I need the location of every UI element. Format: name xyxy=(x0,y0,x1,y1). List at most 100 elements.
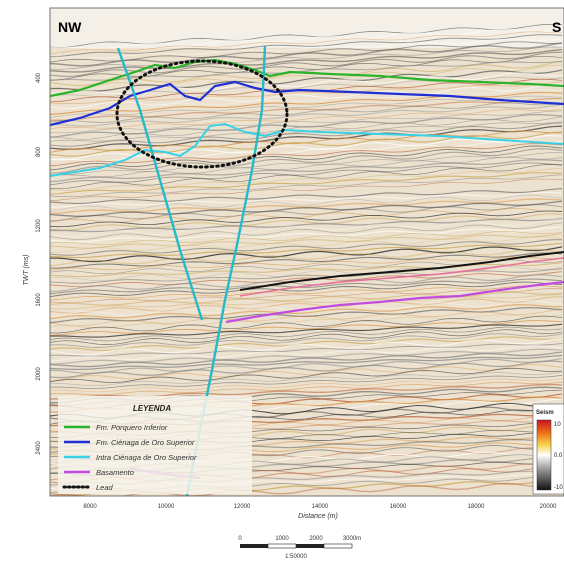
y-tick: 1200 xyxy=(36,219,42,233)
x-tick: 8000 xyxy=(83,504,97,510)
reflector-trace xyxy=(50,69,563,92)
x-tick: 14000 xyxy=(312,504,329,510)
reflector-trace xyxy=(50,239,562,256)
reflector-trace xyxy=(50,360,563,379)
reflector-trace xyxy=(50,122,563,147)
reflector-trace xyxy=(50,287,563,303)
reflector-trace xyxy=(50,64,563,90)
reflector-trace xyxy=(50,194,563,212)
reflector-trace xyxy=(50,207,563,223)
legend-box xyxy=(58,396,252,494)
reflector-trace xyxy=(50,42,563,67)
reflector-trace xyxy=(50,116,563,140)
reflector-trace xyxy=(50,278,563,295)
plot-frame xyxy=(49,7,564,497)
horizon-basamento xyxy=(225,280,564,324)
reflector-trace xyxy=(50,213,563,231)
reflector-trace xyxy=(50,281,563,298)
reflector-trace xyxy=(50,72,563,96)
reflector-trace xyxy=(50,152,563,176)
reflector-trace xyxy=(50,354,563,371)
horizon-porquero-inferior xyxy=(50,58,564,98)
reflector-trace xyxy=(50,262,563,278)
reflector-trace xyxy=(50,89,563,112)
reflector-trace xyxy=(50,271,563,288)
reflector-trace xyxy=(50,95,563,118)
legend-item-label: Intra Ciénaga de Oro Superior xyxy=(96,453,197,462)
reflector-trace xyxy=(50,46,563,70)
fault-left xyxy=(116,47,204,321)
reflector-trace xyxy=(50,109,563,129)
scale-segment-1 xyxy=(240,544,268,548)
reflector-trace xyxy=(50,55,563,81)
x-tick: 10000 xyxy=(158,504,175,510)
y-tick: 2400 xyxy=(36,441,42,455)
legend-item-label: Fm. Ciénaga de Oro Superior xyxy=(96,438,195,447)
reflector-trace xyxy=(50,291,563,306)
reflector-black-strong xyxy=(239,251,564,291)
reflector-trace xyxy=(50,210,563,228)
reflector-trace xyxy=(50,230,563,246)
reflector-trace xyxy=(50,156,563,178)
y-tick: 400 xyxy=(36,72,42,83)
colorbar-top-label: 10 xyxy=(554,422,561,428)
reflector-trace xyxy=(50,337,563,356)
reflector-trace xyxy=(50,97,562,121)
reflector-trace xyxy=(50,217,563,233)
reflector-trace xyxy=(50,200,563,217)
reflector-trace xyxy=(50,367,563,384)
reflector-trace xyxy=(50,256,563,271)
x-tick: 18000 xyxy=(468,504,485,510)
reflector-trace xyxy=(50,31,563,54)
x-tick: 20000 xyxy=(540,504,557,510)
reflector-trace xyxy=(50,246,563,263)
reflector-trace xyxy=(50,300,563,318)
horizon-cienaga-oro-superior xyxy=(50,80,564,127)
reflector-trace xyxy=(50,34,563,58)
scale-label: 2000 xyxy=(309,536,323,542)
reflector-trace xyxy=(50,265,563,281)
reflector-trace xyxy=(50,309,563,326)
reflector-trace xyxy=(50,320,563,336)
reflector-trace xyxy=(50,167,563,191)
reflector-trace xyxy=(50,233,563,249)
y-axis-label: TWT (ms) xyxy=(23,254,30,285)
reflector-trace xyxy=(50,110,563,134)
reflector-trace xyxy=(50,371,563,386)
reflector-trace xyxy=(50,125,563,150)
scale-segment-4 xyxy=(323,543,353,549)
colorbar-title: Seism xyxy=(536,410,554,416)
colorbar: Seism 10 0.0 -10 xyxy=(532,403,564,495)
reflector-trace xyxy=(50,378,563,393)
reflector-trace xyxy=(50,38,563,59)
scale-label: 3000m xyxy=(343,536,361,542)
reflector-trace xyxy=(50,285,563,301)
reflector-trace xyxy=(50,159,563,183)
reflector-trace xyxy=(50,248,563,267)
reflector-trace xyxy=(50,191,563,208)
reflector-trace xyxy=(50,91,563,115)
reflector-trace xyxy=(50,375,563,389)
orientation-right: S xyxy=(552,19,561,35)
legend-item-label: Basamento xyxy=(96,468,134,477)
y-tick: 800 xyxy=(36,146,42,157)
reflector-trace xyxy=(50,314,563,329)
reflector-trace xyxy=(50,323,563,338)
reflector-trace xyxy=(50,174,563,198)
y-axis: 400 800 1200 1600 2000 2400 TWT (ms) xyxy=(23,72,42,454)
x-axis-label: Distance (m) xyxy=(298,513,338,520)
reflector-trace xyxy=(50,364,563,382)
reflector-trace xyxy=(50,326,563,342)
reflector-trace xyxy=(50,268,563,284)
x-axis: 8000 10000 12000 14000 16000 18000 20000… xyxy=(83,504,557,520)
y-tick: 1600 xyxy=(36,293,42,307)
reflector-trace xyxy=(50,351,563,368)
scale-ratio: 1:50000 xyxy=(285,554,307,560)
reflector-trace xyxy=(50,48,563,73)
reflector-trace xyxy=(50,162,563,186)
reflector-trace xyxy=(50,148,563,174)
reflector-trace xyxy=(50,219,562,238)
x-tick: 12000 xyxy=(234,504,251,510)
reflector-pink xyxy=(239,257,564,297)
